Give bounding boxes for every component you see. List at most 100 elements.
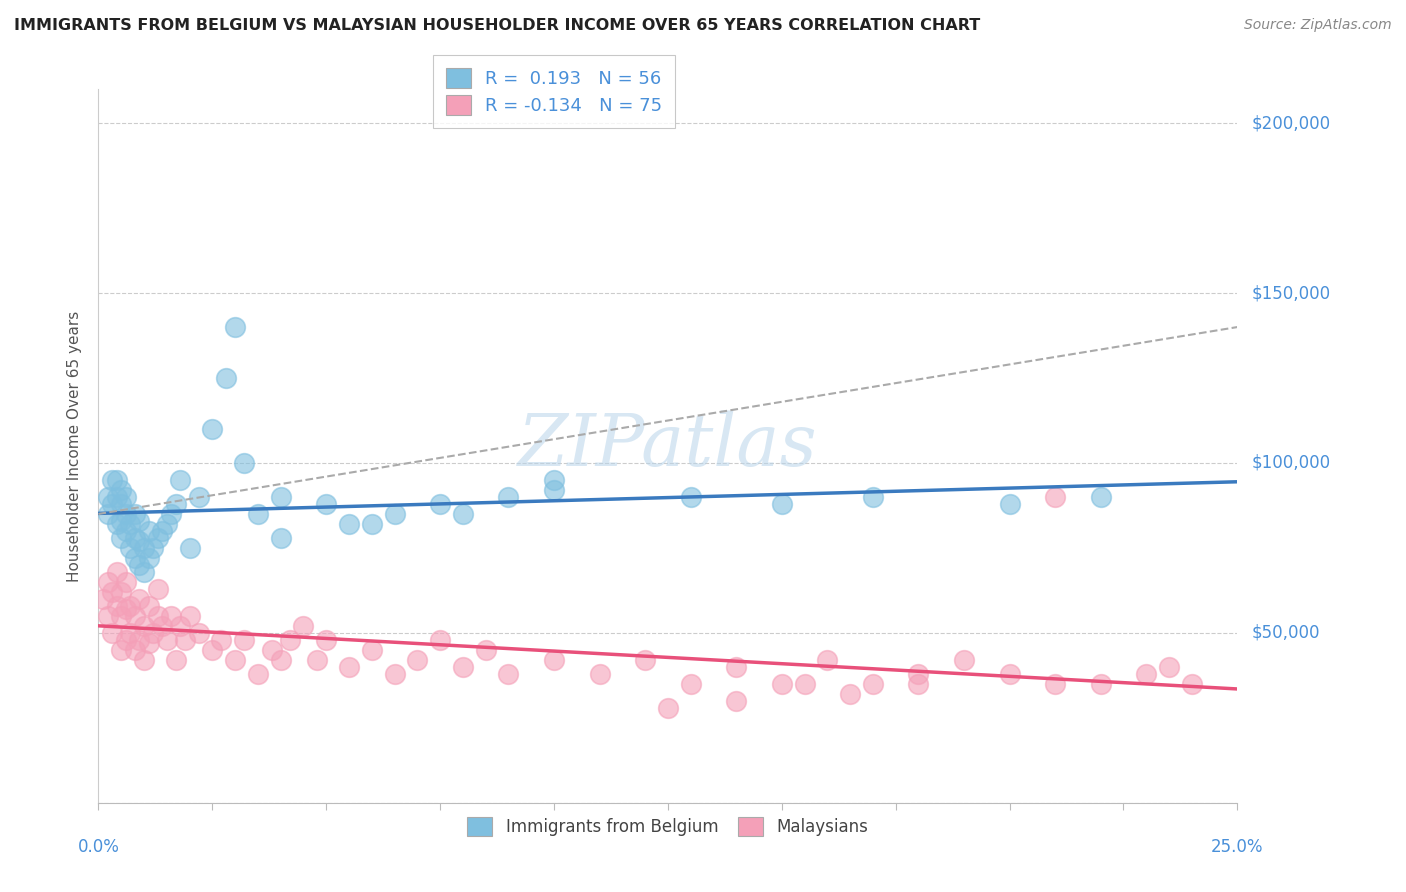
Point (1157, 660, 1180, 674)
Point (543, 653, 565, 667)
Text: IMMIGRANTS FROM BELGIUM VS MALAYSIAN HOUSEHOLDER INCOME OVER 65 YEARS CORRELATIO: IMMIGRANTS FROM BELGIUM VS MALAYSIAN HOU… (14, 18, 980, 33)
Point (543, 483, 565, 498)
Point (169, 473, 191, 487)
Point (132, 653, 155, 667)
Point (114, 524, 136, 538)
Point (96, 608, 118, 623)
Point (451, 660, 474, 674)
Point (187, 626, 209, 640)
Text: $100,000: $100,000 (1251, 454, 1330, 472)
Point (114, 632, 136, 647)
Point (124, 531, 146, 545)
Point (498, 666, 520, 681)
Point (315, 497, 337, 511)
Point (1090, 677, 1112, 691)
Point (146, 531, 169, 545)
Point (498, 490, 520, 504)
Point (679, 677, 702, 691)
Point (406, 653, 429, 667)
Point (179, 608, 201, 623)
Point (128, 534, 150, 549)
Point (1135, 666, 1157, 681)
Point (120, 541, 142, 555)
Point (307, 653, 329, 667)
Point (138, 551, 160, 566)
Point (224, 653, 246, 667)
Point (105, 473, 128, 487)
Point (124, 551, 146, 566)
Text: 25.0%: 25.0% (1211, 838, 1264, 855)
Point (998, 497, 1021, 511)
Point (201, 422, 224, 436)
Point (187, 490, 209, 504)
Point (209, 632, 232, 647)
Point (114, 602, 136, 616)
Point (474, 643, 496, 657)
Point (138, 524, 160, 538)
Point (679, 490, 702, 504)
Point (132, 565, 155, 579)
Point (120, 599, 142, 613)
Point (174, 632, 197, 647)
Point (725, 660, 748, 674)
Point (142, 541, 165, 555)
Point (360, 643, 382, 657)
Point (246, 507, 269, 521)
Point (233, 632, 256, 647)
Point (120, 626, 142, 640)
Point (156, 632, 179, 647)
Point (128, 558, 150, 572)
Point (1043, 677, 1066, 691)
Point (270, 490, 292, 504)
Point (114, 574, 136, 589)
Point (124, 608, 146, 623)
Point (907, 666, 929, 681)
Point (124, 643, 146, 657)
Legend: Immigrants from Belgium, Malaysians: Immigrants from Belgium, Malaysians (458, 809, 877, 845)
Point (634, 653, 657, 667)
Point (91, 591, 114, 606)
Point (384, 666, 406, 681)
Point (429, 632, 451, 647)
Point (110, 497, 132, 511)
Point (270, 653, 292, 667)
Point (110, 585, 132, 599)
Point (384, 507, 406, 521)
Point (770, 677, 793, 691)
Point (1043, 490, 1066, 504)
Point (110, 531, 132, 545)
Point (429, 497, 451, 511)
Point (998, 666, 1021, 681)
Point (128, 632, 150, 647)
Point (150, 524, 173, 538)
Point (146, 608, 169, 623)
Text: Source: ZipAtlas.com: Source: ZipAtlas.com (1244, 18, 1392, 32)
Point (260, 643, 283, 657)
Text: $200,000: $200,000 (1251, 114, 1330, 132)
Point (110, 483, 132, 498)
Point (862, 490, 884, 504)
Point (120, 517, 142, 532)
Point (179, 541, 201, 555)
Point (105, 490, 128, 504)
Point (124, 507, 146, 521)
Point (160, 507, 183, 521)
Text: ZIPatlas: ZIPatlas (517, 410, 818, 482)
Point (96, 490, 118, 504)
Point (101, 585, 124, 599)
Point (114, 507, 136, 521)
Point (215, 371, 238, 385)
Text: $50,000: $50,000 (1251, 624, 1320, 642)
Point (224, 320, 246, 334)
Point (138, 636, 160, 650)
Point (839, 687, 862, 701)
Point (862, 677, 884, 691)
Point (246, 666, 269, 681)
Point (160, 608, 183, 623)
Point (128, 514, 150, 528)
Point (1090, 490, 1112, 504)
Point (142, 626, 165, 640)
Point (105, 565, 128, 579)
Point (110, 514, 132, 528)
Point (101, 497, 124, 511)
